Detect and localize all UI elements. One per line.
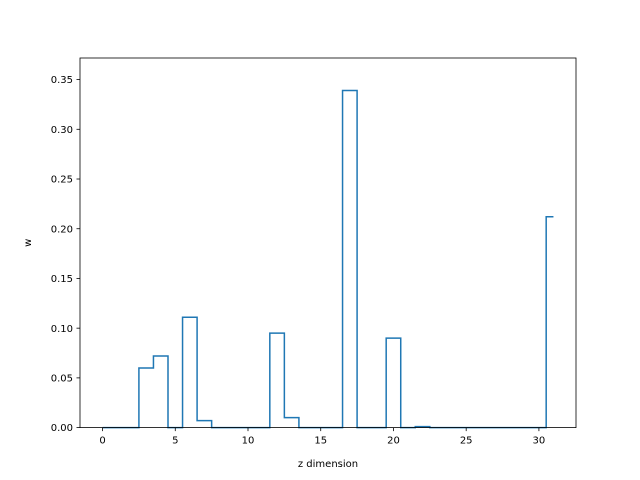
y-tick-label: 0.30 xyxy=(51,125,73,136)
x-tick-label: 25 xyxy=(460,436,473,447)
x-tick-label: 0 xyxy=(99,436,105,447)
y-tick-label: 0.00 xyxy=(51,423,73,434)
y-tick-label: 0.10 xyxy=(51,324,73,335)
x-axis-label: z dimension xyxy=(298,459,358,470)
y-tick-label: 0.20 xyxy=(51,224,73,235)
x-tick-label: 20 xyxy=(387,436,400,447)
x-tick-label: 10 xyxy=(242,436,255,447)
axes-frame xyxy=(79,57,577,429)
y-axis-label: w xyxy=(23,239,34,247)
y-axis-ticks: 0.00 0.05 0.10 0.15 0.20 0.25 0.30 0.35 xyxy=(51,75,80,434)
y-tick-label: 0.25 xyxy=(51,175,73,186)
y-tick-label: 0.15 xyxy=(51,274,73,285)
x-tick-label: 15 xyxy=(314,436,327,447)
x-axis-ticks: 0 5 10 15 20 25 30 xyxy=(99,427,546,447)
y-tick-label: 0.05 xyxy=(51,373,73,384)
x-tick-label: 5 xyxy=(172,436,178,447)
x-tick-label: 30 xyxy=(533,436,546,447)
y-tick-label: 0.35 xyxy=(51,75,73,86)
